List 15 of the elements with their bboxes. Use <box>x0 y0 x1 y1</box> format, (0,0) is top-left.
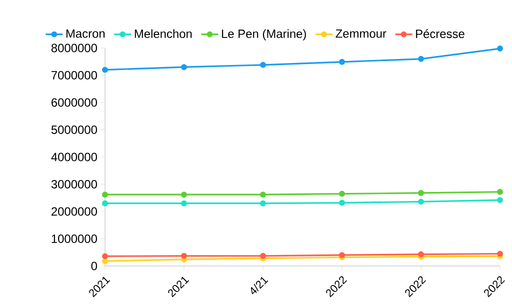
y-tick-label: 5000000 <box>51 126 98 134</box>
legend-label: Le Pen (Marine) <box>222 29 306 40</box>
legend-label: Pécresse <box>416 29 464 38</box>
x-tick-label: 4/21 <box>250 276 268 294</box>
legend-label: Zemmour <box>336 29 386 38</box>
y-tick-label: 2000000 <box>52 207 98 216</box>
y-tick-label: 4000000 <box>51 152 98 162</box>
y-tick-label: 6000000 <box>52 98 98 107</box>
y-tick-label: 3000000 <box>51 180 98 188</box>
y-tick-label: 1000000 <box>52 234 98 243</box>
legend-label: Macron <box>66 29 105 38</box>
y-tick-label: 7000000 <box>52 71 98 80</box>
y-tick-label: 0 <box>91 262 98 270</box>
y-tick-label: 8000000 <box>51 44 98 52</box>
legend-label: Melenchon <box>134 29 192 38</box>
